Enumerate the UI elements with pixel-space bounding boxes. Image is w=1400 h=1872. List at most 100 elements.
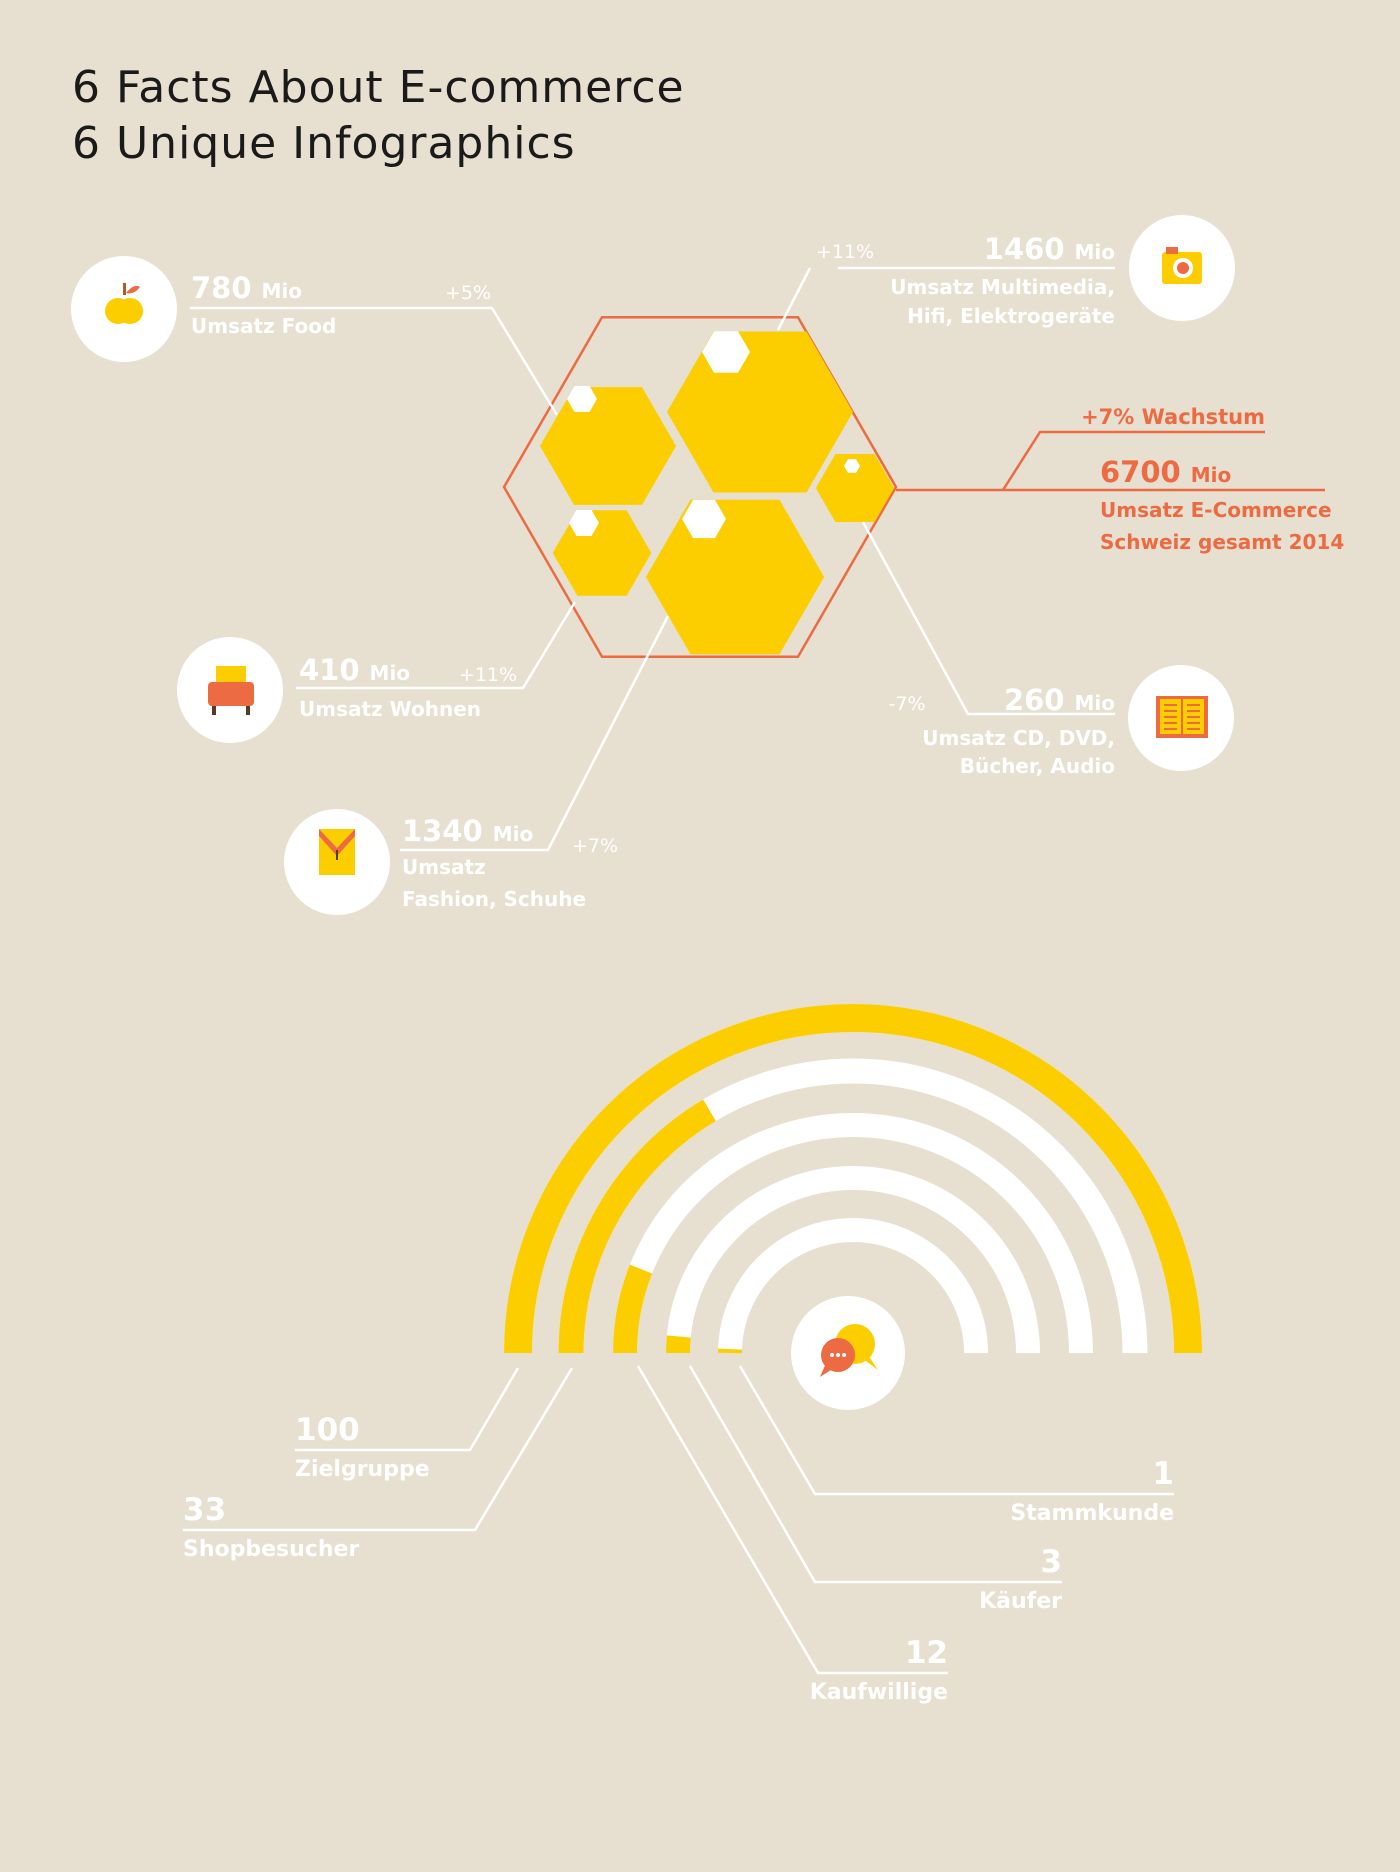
funnel-leader-zielgruppe: [295, 1367, 520, 1452]
page-title-line-1: 6 Facts About E-commerce: [72, 62, 685, 113]
total-value-label: 6700 Mio: [1100, 455, 1231, 489]
hexagon-food: [540, 387, 676, 505]
funnel-stage-value: 100: [295, 1412, 360, 1448]
hexagon-notch-fashion: [682, 499, 726, 539]
apple-icon-leaf: [126, 285, 140, 294]
hexagon-fashion: [645, 499, 825, 655]
category-label-media: Umsatz CD, DVD,: [922, 726, 1115, 750]
category-label-media: Bücher, Audio: [960, 754, 1115, 778]
value-unit: Mio: [370, 661, 411, 685]
hexagon-multimedia: [667, 331, 853, 493]
total-label-line: Umsatz E-Commerce: [1100, 498, 1332, 522]
value-unit: Mio: [262, 279, 303, 303]
page-title-line-2: 6 Unique Infographics: [72, 118, 576, 169]
funnel-ring-fill: [504, 1004, 1202, 1354]
apple-icon: [105, 283, 143, 324]
funnel-leader-shopbesucher: [183, 1367, 574, 1532]
hexagon-wohnen: [552, 510, 652, 596]
book-icon-line: [1164, 710, 1177, 712]
funnel-arc-chart: 100 Zielgruppe 33 Shopbesucher 12 Kaufwillige…: [183, 1004, 1202, 1705]
shirt-icon: [319, 829, 355, 875]
camera-icon-top: [1166, 247, 1178, 254]
chat-icon-dot: [842, 1353, 846, 1357]
hexagon-revenue-chart: 780 Mio Umsatz Food +5% 1460 Mio Umsatz Multim…: [71, 215, 1344, 915]
book-icon-line: [1187, 704, 1200, 706]
funnel-stage-label: Stammkunde: [1010, 1501, 1174, 1526]
book-icon: [1156, 696, 1208, 738]
funnel-stage-value: 33: [183, 1492, 226, 1528]
category-label-food: Umsatz Food: [191, 314, 336, 338]
book-icon-line: [1187, 728, 1200, 730]
funnel-stage-label: Zielgruppe: [295, 1457, 430, 1482]
shirt-icon-placket: [336, 850, 338, 860]
growth-label-media: -7%: [889, 693, 926, 715]
camera-icon: [1162, 247, 1202, 284]
chat-bubbles-icon: [820, 1324, 878, 1377]
apple-icon-stem: [123, 283, 126, 295]
total-outline-hexagon: [502, 316, 898, 658]
funnel-stage-value: 12: [905, 1635, 948, 1671]
armchair-icon-leg-left: [212, 706, 216, 715]
book-icon-line: [1187, 716, 1200, 718]
value-number: 260: [1004, 683, 1065, 717]
category-label-multimedia: Umsatz Multimedia,: [890, 275, 1115, 299]
total-label-line: Schweiz gesamt 2014: [1100, 530, 1344, 554]
growth-label-wohnen: +11%: [459, 664, 517, 686]
value-number: 1460: [984, 232, 1065, 266]
funnel-leader-kaeufer: [688, 1365, 1062, 1584]
category-label-multimedia: Hifi, Elektrogeräte: [907, 304, 1115, 328]
chat-icon-dot: [836, 1353, 840, 1357]
value-number: 1340: [402, 814, 483, 848]
funnel-leader-stammkunde: [738, 1365, 1174, 1496]
hexagon-notch-food: [567, 386, 597, 412]
book-icon-line: [1164, 716, 1177, 718]
leader-line-food: [190, 306, 559, 416]
value-unit: Mio: [493, 822, 534, 846]
leader-line-wohnen: [296, 601, 577, 690]
armchair-icon-seat: [208, 682, 254, 706]
growth-label-multimedia: +11%: [816, 241, 874, 263]
leader-line-media: [861, 521, 1115, 716]
funnel-ring-track: [613, 1113, 1093, 1354]
hexagon-notch-wohnen: [569, 510, 599, 536]
funnel-stage-value: 3: [1040, 1544, 1062, 1580]
camera-icon-lens: [1177, 262, 1189, 274]
funnel-stage-value: 1: [1152, 1456, 1174, 1492]
value-label-wohnen: 410 Mio: [299, 653, 410, 687]
funnel-ring-fill: [613, 1264, 653, 1354]
category-label-wohnen: Umsatz Wohnen: [299, 697, 481, 721]
leader-line-fashion: [400, 615, 670, 852]
value-label-fashion: 1340 Mio: [402, 814, 533, 848]
total-value-number: 6700: [1100, 455, 1181, 489]
funnel-ring-track: [718, 1218, 988, 1354]
category-label-fashion: Fashion, Schuhe: [402, 887, 586, 911]
value-label-media: 260 Mio: [1004, 683, 1115, 717]
funnel-stage-label: Shopbesucher: [183, 1537, 359, 1562]
value-unit: Mio: [1075, 240, 1116, 264]
book-icon-line: [1164, 722, 1177, 724]
armchair-icon-leg-right: [246, 706, 250, 715]
book-icon-line: [1187, 710, 1200, 712]
value-number: 780: [191, 271, 252, 305]
book-icon-line: [1164, 728, 1177, 730]
total-growth-label: +7% Wachstum: [1081, 405, 1265, 429]
hexagon-notch-media: [844, 459, 860, 473]
chat-icon-dot: [830, 1353, 834, 1357]
funnel-ring-fill: [558, 1099, 716, 1354]
apple-icon-right: [117, 298, 143, 324]
book-icon-line: [1187, 722, 1200, 724]
total-value-unit: Mio: [1191, 463, 1232, 487]
funnel-ring-track: [666, 1166, 1040, 1354]
funnel-leader-kaufwillige: [636, 1365, 948, 1675]
value-label-multimedia: 1460 Mio: [984, 232, 1115, 266]
growth-label-fashion: +7%: [572, 835, 618, 857]
funnel-stage-label: Kaufwillige: [810, 1680, 948, 1705]
value-unit: Mio: [1075, 691, 1116, 715]
category-label-fashion: Umsatz: [402, 855, 486, 879]
hexagon-notch-multimedia: [702, 331, 750, 373]
value-number: 410: [299, 653, 360, 687]
book-icon-line: [1164, 704, 1177, 706]
funnel-stage-label: Käufer: [979, 1589, 1062, 1614]
leader-line-total-growth: [1001, 430, 1265, 491]
